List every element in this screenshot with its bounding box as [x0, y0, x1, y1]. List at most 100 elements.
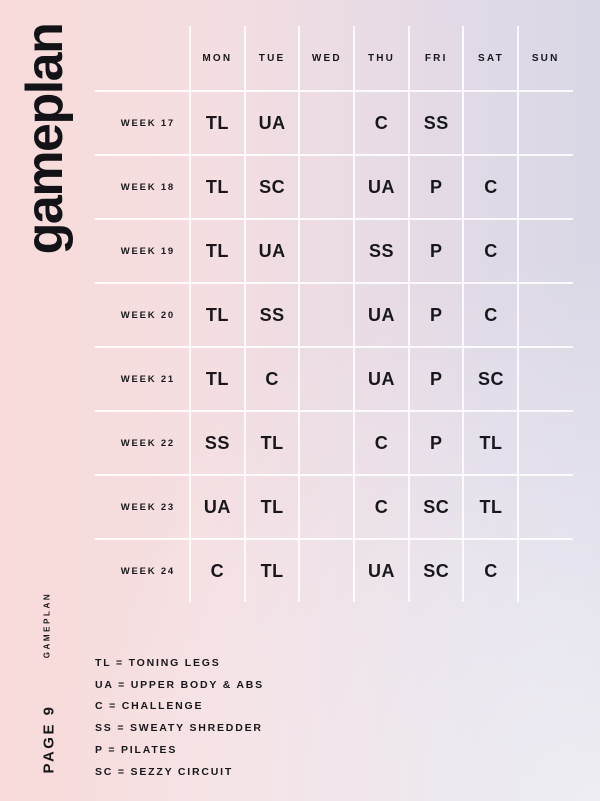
schedule-cell [299, 347, 354, 411]
day-header-fri: FRI [424, 53, 448, 64]
grid-vertical-line [462, 26, 464, 602]
schedule-cell: UA [368, 368, 396, 389]
table-row: WEEK 17 TL UA C SS [95, 91, 573, 155]
schedule-cell: TL [205, 240, 229, 261]
schedule-cell: SS [423, 112, 449, 133]
schedule-cell: SS [259, 304, 285, 325]
week-label: WEEK 22 [120, 437, 175, 449]
schedule-cell: C [374, 496, 389, 517]
week-label: WEEK 21 [120, 373, 175, 385]
week-label: WEEK 23 [120, 501, 175, 513]
schedule-cell [518, 155, 573, 219]
schedule-cell [518, 283, 573, 347]
schedule-cell: C [374, 432, 389, 453]
table-row: WEEK 18 TL SC UA P C [95, 155, 573, 219]
side-footer-label: GAMEPLAN [42, 591, 52, 659]
schedule-cell: C [484, 240, 498, 261]
schedule-cell [518, 411, 573, 475]
grid-horizontal-line [95, 474, 573, 476]
legend-item: SS = SWEATY SHREDDER [95, 722, 263, 735]
schedule-cell: P [429, 240, 443, 261]
table-row: WEEK 23 UA TL C SC TL [95, 475, 573, 539]
day-header-sat: SAT [478, 53, 504, 64]
day-header-sun: SUN [531, 53, 560, 64]
schedule-cell: UA [203, 496, 231, 517]
grid-horizontal-line [95, 90, 573, 92]
schedule-cell: SS [204, 432, 230, 453]
grid-horizontal-line [95, 410, 573, 412]
page-number: PAGE 9 [40, 704, 58, 774]
schedule-cell: UA [368, 304, 396, 325]
schedule-cell: C [484, 560, 498, 581]
schedule-cell: TL [260, 496, 284, 517]
legend-item: C = CHALLENGE [95, 700, 204, 713]
grid-vertical-line [517, 26, 519, 602]
week-label: WEEK 18 [120, 181, 175, 193]
table-row: WEEK 24 C TL UA SC C [95, 539, 573, 603]
legend-item: UA = UPPER BODY & ABS [95, 678, 264, 691]
schedule-cell [299, 411, 354, 475]
table-row: WEEK 19 TL UA SS P C [95, 219, 573, 283]
day-header-tue: TUE [258, 53, 286, 64]
schedule-cell: TL [205, 176, 229, 197]
week-label: WEEK 17 [120, 117, 175, 129]
week-label: WEEK 19 [120, 245, 175, 257]
page-title: gameplan [16, 23, 74, 255]
schedule-cell: C [265, 368, 279, 389]
schedule-cell: SC [423, 560, 450, 581]
grid-horizontal-line [95, 282, 573, 284]
legend-item: P = PILATES [95, 744, 178, 757]
schedule-cell [518, 219, 573, 283]
grid-vertical-line [353, 26, 355, 602]
legend: TL = TONING LEGS UA = UPPER BODY & ABS C… [95, 652, 264, 783]
grid-vertical-line [408, 26, 410, 602]
grid-vertical-line [298, 26, 300, 602]
schedule-cell: P [429, 432, 443, 453]
grid-vertical-line [189, 26, 191, 602]
schedule-cell [518, 91, 573, 155]
legend-item: SC = SEZZY CIRCUIT [95, 765, 234, 778]
schedule-cell: SC [259, 176, 286, 197]
schedule-cell [518, 475, 573, 539]
table-row: WEEK 20 TL SS UA P C [95, 283, 573, 347]
grid-horizontal-line [95, 218, 573, 220]
schedule-cell: TL [260, 432, 284, 453]
schedule-cell: SS [369, 240, 395, 261]
schedule-cell: TL [205, 304, 229, 325]
grid-horizontal-line [95, 346, 573, 348]
table-row: WEEK 22 SS TL C P TL [95, 411, 573, 475]
schedule-cell [299, 155, 354, 219]
table-row: WEEK 21 TL C UA P SC [95, 347, 573, 411]
schedule-cell: SC [423, 496, 450, 517]
schedule-cell: UA [368, 176, 396, 197]
day-header-row: MON TUE WED THU FRI SAT SUN [190, 26, 573, 91]
day-header-mon: MON [202, 53, 233, 64]
day-header-thu: THU [367, 53, 396, 64]
schedule-cell: P [429, 304, 443, 325]
schedule-cell: C [374, 112, 389, 133]
schedule-cell [464, 91, 519, 155]
schedule-cell: C [210, 560, 225, 581]
schedule-cell: C [484, 176, 498, 197]
week-label: WEEK 20 [120, 309, 175, 321]
schedule-cell: UA [368, 560, 396, 581]
schedule-cell: UA [258, 240, 286, 261]
schedule-cell: TL [479, 432, 503, 453]
schedule-cell [299, 219, 354, 283]
schedule-cell: C [484, 304, 498, 325]
grid-vertical-line [244, 26, 246, 602]
schedule-cell [299, 283, 354, 347]
schedule-cell [299, 475, 354, 539]
schedule-cell: TL [205, 112, 229, 133]
grid-horizontal-line [95, 154, 573, 156]
schedule-cell: TL [260, 560, 284, 581]
schedule-cell [299, 91, 354, 155]
schedule-cell: P [429, 176, 443, 197]
day-header-wed: WED [311, 53, 342, 64]
grid-horizontal-line [95, 538, 573, 540]
schedule-cell: TL [205, 368, 229, 389]
schedule-cell [518, 539, 573, 603]
schedule-cell [518, 347, 573, 411]
schedule-cell [299, 539, 354, 603]
